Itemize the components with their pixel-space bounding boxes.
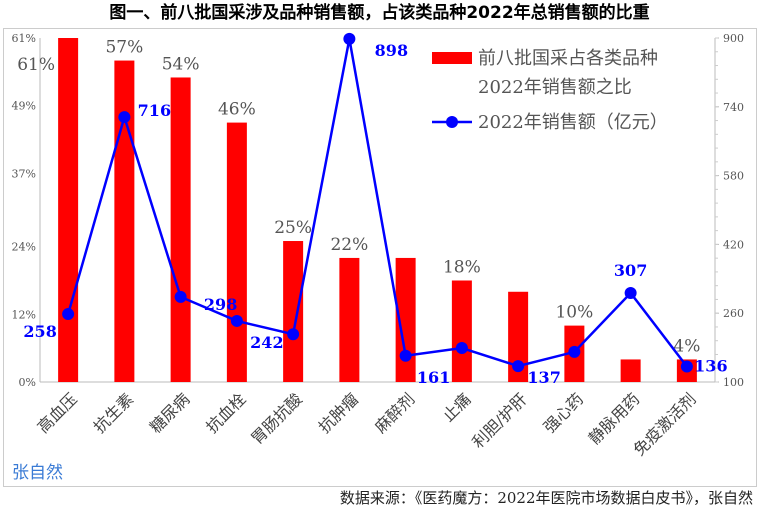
- source-note: 数据来源：《医药魔方：2022年医院市场数据白皮书》，张自然: [339, 489, 753, 507]
- right-tick-label: 900: [723, 32, 744, 45]
- category-label: 胃肠抗酸: [247, 389, 306, 448]
- sales-data-label: 298: [204, 295, 237, 314]
- bar-data-label: 4%: [673, 336, 700, 356]
- bar: [114, 60, 135, 383]
- bar-data-label: 57%: [105, 38, 143, 58]
- watermark: 张自然: [12, 463, 63, 483]
- right-tick-label: 740: [723, 101, 744, 114]
- sales-data-label: 242: [250, 333, 283, 352]
- sales-point: [62, 308, 75, 321]
- legend-bar-label-2: 2022年销售额之比: [478, 77, 632, 98]
- category-label: 麻醉剂: [371, 389, 418, 436]
- bar-data-label: 18%: [443, 257, 481, 277]
- sales-point: [118, 111, 131, 124]
- sales-point: [512, 360, 525, 373]
- sales-line: [66, 38, 688, 368]
- category-label: 抗生素: [90, 389, 137, 436]
- bar-data-label: 61%: [17, 55, 55, 75]
- chart-frame: [3, 28, 757, 487]
- bar: [395, 257, 416, 382]
- legend-line-label: 2022年销售额（亿元）: [478, 112, 668, 133]
- bar: [226, 122, 247, 383]
- bar-data-label: 54%: [162, 54, 200, 74]
- bar: [508, 291, 529, 382]
- bar-data-label: 22%: [330, 235, 368, 255]
- left-tick-label: 37%: [12, 167, 36, 180]
- category-label: 抗血栓: [202, 389, 249, 436]
- sales-data-label: 161: [417, 368, 450, 387]
- bar-data-label: 10%: [555, 303, 593, 323]
- category-label: 利胆/护肝: [468, 389, 531, 452]
- left-tick-label: 12%: [12, 308, 36, 321]
- bar: [451, 280, 472, 382]
- bar-data-label: 46%: [218, 100, 256, 120]
- right-tick-label: 100: [723, 376, 744, 389]
- category-label: 高血压: [34, 389, 81, 436]
- category-label: 止痛: [439, 389, 475, 425]
- sales-point: [287, 328, 300, 341]
- bar-data-label: 25%: [274, 218, 312, 238]
- right-tick-label: 260: [723, 307, 744, 320]
- bar: [283, 241, 304, 382]
- sales-point: [230, 314, 243, 327]
- sales-data-label: 307: [614, 261, 647, 280]
- left-tick-label: 49%: [12, 100, 36, 113]
- sales-point: [680, 360, 693, 373]
- sales-point: [455, 342, 468, 355]
- sales-data-label: 898: [375, 41, 408, 60]
- legend-bar-swatch: [432, 52, 472, 64]
- right-tick-label: 420: [723, 238, 744, 251]
- category-label: 抗肿瘤: [315, 389, 362, 436]
- category-label: 静脉用药: [585, 389, 644, 448]
- left-tick-label: 24%: [12, 241, 36, 254]
- sales-point: [568, 345, 581, 358]
- left-tick-label: 61%: [12, 32, 36, 45]
- sales-point: [399, 349, 412, 362]
- category-label: 强心药: [540, 389, 587, 436]
- right-tick-label: 580: [723, 170, 744, 183]
- sales-data-label: 136: [694, 357, 727, 376]
- bar: [58, 38, 79, 382]
- sales-data-label: 258: [23, 322, 56, 341]
- legend-line-marker: [446, 116, 458, 128]
- sales-point: [174, 290, 187, 303]
- sales-data-label: 137: [527, 368, 560, 387]
- bar: [339, 257, 360, 382]
- category-label: 糖尿病: [146, 389, 193, 436]
- sales-data-label: 716: [138, 101, 171, 120]
- bar: [620, 359, 641, 382]
- left-tick-label: 0%: [19, 376, 36, 389]
- bar: [170, 77, 191, 383]
- sales-point: [624, 286, 637, 299]
- sales-point: [343, 32, 356, 45]
- chart-title: 图一、前八批国采涉及品种销售额，占该类品种2022年总销售额的比重: [109, 3, 650, 23]
- legend-bar-label-1: 前八批国采占各类品种: [478, 48, 658, 69]
